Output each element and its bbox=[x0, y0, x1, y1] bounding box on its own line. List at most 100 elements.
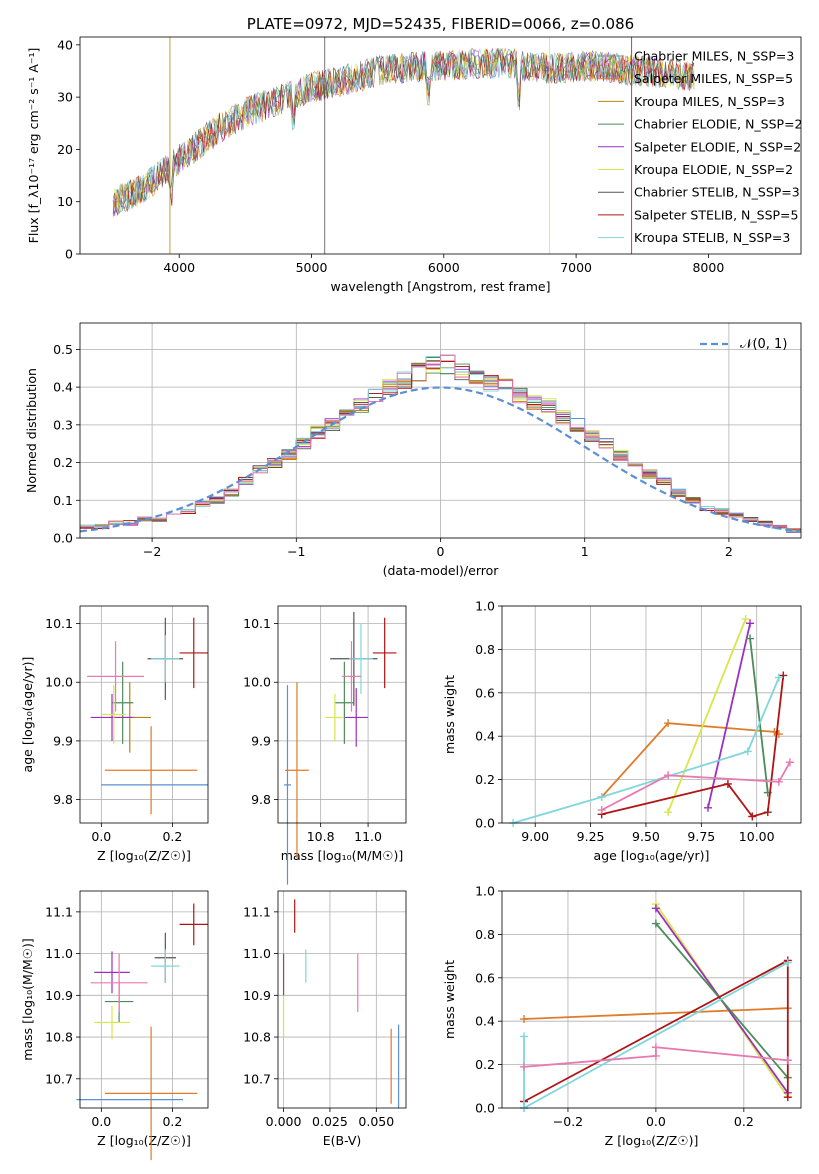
legend-label-gauss: 𝒩(0, 1) bbox=[740, 337, 787, 352]
y-axis-label: mass [log₁₀(M/M☉)] bbox=[20, 938, 35, 1060]
chart-title: PLATE=0972, MJD=52435, FIBERID=0066, z=0… bbox=[247, 15, 634, 33]
y-tick-label: 40 bbox=[57, 37, 73, 52]
y-tick-label: 10 bbox=[57, 194, 73, 209]
chart-3-frame bbox=[277, 605, 407, 824]
x-tick-label: 9.00 bbox=[521, 829, 549, 844]
chart-4-grid bbox=[502, 605, 801, 824]
weight-point bbox=[741, 615, 750, 624]
y-tick-label: 10.7 bbox=[45, 1071, 73, 1086]
chart-5-points bbox=[76, 903, 208, 1161]
y-tick-label: 10.8 bbox=[243, 1030, 271, 1045]
chart-4-frame bbox=[501, 605, 802, 824]
y-tick-label: 1.0 bbox=[475, 599, 495, 614]
weight-point bbox=[783, 958, 792, 967]
y-axis-label: age [log₁₀(age/yr)] bbox=[20, 657, 35, 773]
weight-point bbox=[703, 803, 712, 812]
chart-6-axes: 0.000 0.025 0.050 10.7 10.8 10.9 11.0 11.1 E(B-V… bbox=[243, 891, 406, 1148]
legend-label-6: Chabrier STELIB, N_SSP=3 bbox=[634, 185, 800, 200]
chart-0-frame bbox=[79, 36, 802, 255]
chart-7-frame bbox=[501, 890, 802, 1109]
y-tick-label: 11.1 bbox=[243, 904, 271, 919]
x-tick-label: 5000 bbox=[296, 260, 328, 275]
y-tick-label: 20 bbox=[57, 142, 73, 157]
chart-0-axes: 4000 5000 6000 7000 8000 0 10 20 30 40 wavelength … bbox=[26, 37, 724, 294]
spectrum-line bbox=[112, 48, 695, 214]
y-tick-label: 0.0 bbox=[475, 816, 495, 831]
chart-5-grid bbox=[80, 891, 208, 1108]
chart-2-points bbox=[87, 617, 208, 815]
y-tick-label: 0.8 bbox=[475, 927, 495, 942]
weight-point bbox=[779, 671, 788, 680]
chart-3-grid bbox=[278, 606, 406, 823]
weight-line bbox=[523, 1046, 788, 1068]
chart-5-frame bbox=[79, 890, 209, 1109]
chart-6-grid bbox=[278, 891, 406, 1108]
spectrum-line bbox=[112, 48, 695, 214]
y-tick-label: 11.0 bbox=[243, 946, 271, 961]
y-tick-label: 9.9 bbox=[53, 733, 73, 748]
weight-point bbox=[519, 1015, 528, 1024]
spectrum-line bbox=[112, 48, 695, 213]
x-tick-label: 0.050 bbox=[358, 1114, 394, 1129]
y-tick-label: 10.1 bbox=[243, 616, 271, 631]
y-tick-label: 10.9 bbox=[243, 988, 271, 1003]
weight-point bbox=[785, 758, 794, 767]
chart-5-axes: 0.0 0.2 10.7 10.8 10.9 11.0 11.1 Z [log₁₀(Z/Z☉)… bbox=[20, 891, 208, 1148]
y-tick-label: 11.1 bbox=[45, 904, 73, 919]
x-tick-label: 0.0 bbox=[91, 829, 111, 844]
y-tick-label: 10.8 bbox=[45, 1030, 73, 1045]
x-tick-label: 9.50 bbox=[632, 829, 660, 844]
y-axis-label: Normed distribution bbox=[24, 368, 39, 493]
weight-point bbox=[783, 1056, 792, 1065]
x-tick-label: 6000 bbox=[428, 260, 460, 275]
y-tick-label: 10.0 bbox=[45, 675, 73, 690]
spectrum-line bbox=[112, 48, 695, 215]
y-tick-label: 10.0 bbox=[243, 675, 271, 690]
histograms bbox=[79, 354, 802, 533]
y-tick-label: 10.9 bbox=[45, 988, 73, 1003]
weight-line bbox=[707, 623, 751, 809]
x-tick-label: 0.025 bbox=[312, 1114, 348, 1129]
y-tick-label: 0.4 bbox=[475, 729, 495, 744]
y-tick-label: 0.2 bbox=[53, 455, 73, 470]
chart-7-series bbox=[519, 900, 792, 1112]
y-tick-label: 0.2 bbox=[475, 1057, 495, 1072]
chart-2-axes: 0.0 0.2 9.8 9.9 10.0 10.1 Z [log₁₀(Z/Z☉)] age [… bbox=[20, 606, 208, 863]
weight-point bbox=[783, 1093, 792, 1102]
y-tick-label: 0.0 bbox=[475, 1101, 495, 1116]
weight-point bbox=[651, 1043, 660, 1052]
chart-1-axes: −2 −1 0 1 2 0.0 0.1 0.2 0.3 0.4 0.5 (data-model)/er… bbox=[24, 323, 801, 578]
weight-line bbox=[523, 1007, 788, 1020]
weight-line bbox=[749, 638, 769, 793]
y-tick-label: 10.7 bbox=[243, 1071, 271, 1086]
x-axis-label: Z [log₁₀(Z/Z☉)] bbox=[97, 1133, 191, 1148]
chart-4-series bbox=[509, 615, 794, 827]
x-tick-label: 0.0 bbox=[91, 1114, 111, 1129]
weight-point bbox=[664, 719, 673, 728]
weight-line bbox=[667, 618, 747, 813]
weight-point bbox=[597, 792, 606, 801]
x-tick-label: 10.8 bbox=[307, 829, 335, 844]
y-tick-label: 0.3 bbox=[53, 417, 73, 432]
weight-point bbox=[519, 1062, 528, 1071]
weight-line bbox=[512, 677, 780, 824]
y-tick-label: 0.2 bbox=[475, 772, 495, 787]
weight-point bbox=[651, 919, 660, 928]
x-axis-label: E(B-V) bbox=[323, 1133, 362, 1148]
x-axis-label: wavelength [Angstrom, rest frame] bbox=[330, 279, 550, 294]
x-axis-label: Z [log₁₀(Z/Z☉)] bbox=[97, 848, 191, 863]
weight-point bbox=[519, 1032, 528, 1041]
x-axis-label: mass [log₁₀(M/M☉)] bbox=[281, 848, 403, 863]
legend-label-3: Chabrier ELODIE, N_SSP=2 bbox=[634, 117, 803, 132]
chart-6-points bbox=[282, 899, 400, 1108]
y-tick-label: 0.4 bbox=[53, 380, 73, 395]
x-tick-label: 9.75 bbox=[687, 829, 715, 844]
legend-label-1: Salpeter MILES, N_SSP=5 bbox=[634, 71, 793, 86]
weight-point bbox=[664, 771, 673, 780]
legend-label-2: Kroupa MILES, N_SSP=3 bbox=[634, 94, 785, 109]
weight-point bbox=[763, 808, 772, 817]
x-tick-label: 0 bbox=[437, 544, 445, 559]
weight-point bbox=[664, 808, 673, 817]
x-tick-label: 0.2 bbox=[162, 1114, 182, 1129]
